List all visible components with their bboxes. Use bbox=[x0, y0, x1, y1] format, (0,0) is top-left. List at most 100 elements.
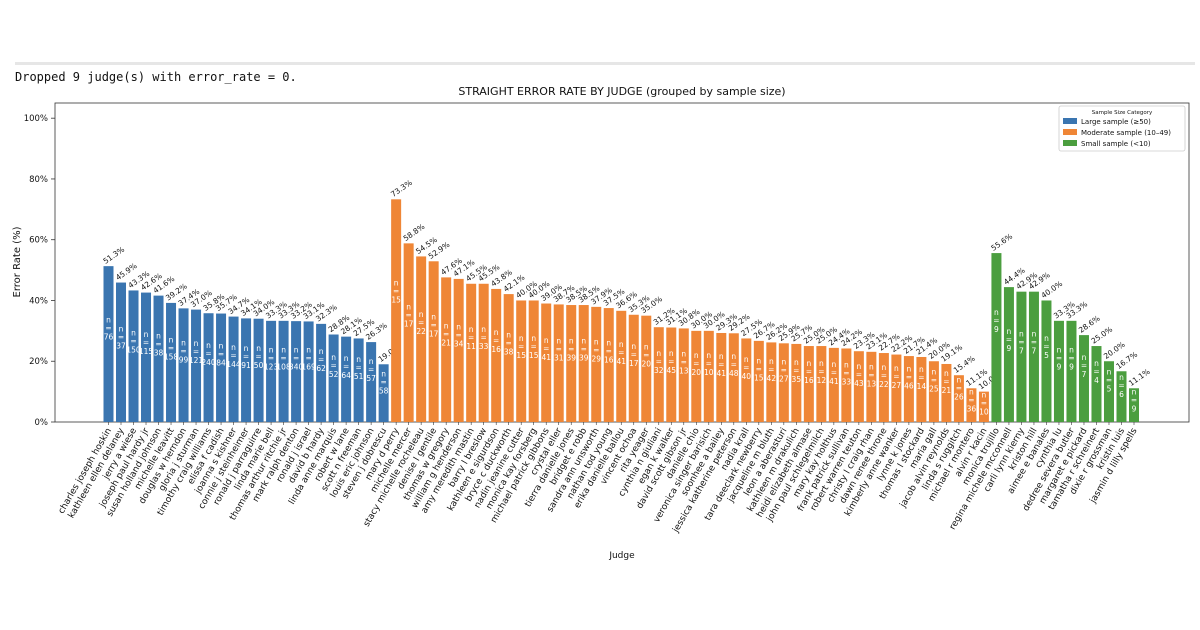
bar-n-letter: n bbox=[344, 354, 349, 363]
bar-n-count: 16 bbox=[491, 345, 501, 354]
bar-n-letter: n bbox=[819, 359, 824, 368]
bar-n-count: 91 bbox=[241, 361, 251, 370]
bar-n-letter: n bbox=[806, 359, 811, 368]
bar-n-count: 31 bbox=[554, 353, 564, 362]
bar-n-count: 9 bbox=[1057, 362, 1062, 371]
bar-n-equals: = bbox=[793, 366, 799, 375]
bar-n-letter: n bbox=[244, 344, 249, 353]
bar-n-equals: = bbox=[355, 363, 361, 372]
bar-n-letter: n bbox=[556, 336, 561, 345]
bars-group: 51.3%n=7645.9%n=3743.3%n=15042.6%n=11541… bbox=[101, 178, 1152, 422]
bar-n-count: 15 bbox=[529, 351, 539, 360]
bar-n-equals: = bbox=[280, 353, 286, 362]
bar-n-equals: = bbox=[393, 287, 399, 296]
bar-n-equals: = bbox=[481, 333, 487, 342]
bar-n-equals: = bbox=[881, 371, 887, 380]
bar-n-count: 27 bbox=[892, 381, 902, 390]
bar bbox=[678, 328, 689, 422]
bar-n-count: 150 bbox=[126, 346, 141, 355]
bar bbox=[103, 266, 114, 422]
bar-n-letter: n bbox=[719, 352, 724, 361]
bar bbox=[166, 302, 177, 422]
bar bbox=[591, 306, 602, 422]
bar-n-count: 9 bbox=[994, 325, 999, 334]
bar-n-equals: = bbox=[218, 349, 224, 358]
bar-n-equals: = bbox=[293, 354, 299, 363]
bar-n-letter: n bbox=[944, 369, 949, 378]
bar-n-equals: = bbox=[1118, 381, 1124, 390]
bar bbox=[203, 313, 214, 422]
bar-n-equals: = bbox=[518, 342, 524, 351]
bar bbox=[766, 342, 777, 422]
bar-n-count: 35 bbox=[792, 375, 802, 384]
bar-n-letter: n bbox=[231, 343, 236, 352]
bar-n-count: 34 bbox=[454, 339, 464, 348]
bar-value-label: 11.1% bbox=[1127, 367, 1152, 388]
y-tick-label: 40% bbox=[29, 296, 48, 306]
bar bbox=[141, 292, 152, 422]
bar bbox=[1078, 335, 1089, 422]
bar-n-count: 64 bbox=[341, 371, 351, 380]
bar-n-equals: = bbox=[368, 365, 374, 374]
bar-n-count: 121 bbox=[189, 356, 204, 365]
bar-n-count: 45 bbox=[667, 366, 677, 375]
bar-n-count: 15 bbox=[516, 351, 526, 360]
bar bbox=[578, 305, 589, 422]
bar-n-equals: = bbox=[493, 336, 499, 345]
bar bbox=[128, 290, 139, 422]
bar bbox=[1103, 361, 1114, 422]
bar-n-letter: n bbox=[394, 279, 399, 288]
bar-n-count: 41 bbox=[829, 377, 839, 386]
y-tick-label: 60% bbox=[29, 236, 48, 246]
bar-n-letter: n bbox=[119, 324, 124, 333]
bar bbox=[1028, 291, 1039, 422]
bar-n-count: 16 bbox=[804, 376, 814, 385]
bar bbox=[878, 353, 889, 422]
bar-n-equals: = bbox=[1081, 361, 1087, 370]
bar-n-letter: n bbox=[444, 321, 449, 330]
bar-n-equals: = bbox=[831, 368, 837, 377]
bar-value-label: 25.0% bbox=[1089, 325, 1114, 346]
bar-n-count: 7 bbox=[1032, 346, 1037, 355]
bar-n-letter: n bbox=[269, 345, 274, 354]
bar bbox=[466, 283, 477, 422]
bar-n-equals: = bbox=[143, 338, 149, 347]
bar-n-equals: = bbox=[1068, 353, 1074, 362]
bar-n-equals: = bbox=[818, 367, 824, 376]
bar-n-count: 22 bbox=[879, 380, 889, 389]
bar-n-count: 13 bbox=[679, 367, 689, 376]
bar-n-equals: = bbox=[431, 321, 437, 330]
bar bbox=[641, 315, 652, 422]
bar-n-equals: = bbox=[506, 339, 512, 348]
bar-n-count: 9 bbox=[1007, 344, 1012, 353]
bar-n-equals: = bbox=[130, 337, 136, 346]
bar-n-letter: n bbox=[781, 358, 786, 367]
bar-n-letter: n bbox=[331, 353, 336, 362]
bar-n-equals: = bbox=[155, 339, 161, 348]
bar-n-letter: n bbox=[281, 345, 286, 354]
bar bbox=[653, 327, 664, 422]
bar-n-count: 4 bbox=[1094, 376, 1099, 385]
bar bbox=[216, 313, 227, 422]
bar bbox=[566, 305, 577, 422]
bar-n-count: 40 bbox=[742, 372, 752, 381]
bar-n-letter: n bbox=[1094, 359, 1099, 368]
bar bbox=[966, 388, 977, 422]
bar bbox=[866, 351, 877, 422]
bar-n-letter: n bbox=[982, 391, 987, 400]
bar-n-letter: n bbox=[369, 357, 374, 366]
bar-n-count: 13 bbox=[867, 379, 877, 388]
bar-n-letter: n bbox=[569, 337, 574, 346]
bar bbox=[478, 283, 489, 422]
bar-n-count: 38 bbox=[504, 348, 514, 357]
legend-label-moderate: Moderate sample (10–49) bbox=[1081, 129, 1171, 137]
bar-n-equals: = bbox=[943, 377, 949, 386]
bar-n-count: 62 bbox=[316, 364, 326, 373]
bar-n-letter: n bbox=[169, 335, 174, 344]
bar-n-equals: = bbox=[531, 342, 537, 351]
bar-n-equals: = bbox=[681, 358, 687, 367]
bar bbox=[278, 320, 289, 422]
bar bbox=[416, 256, 427, 422]
bar bbox=[941, 363, 952, 422]
bar-n-count: 10 bbox=[704, 368, 714, 377]
